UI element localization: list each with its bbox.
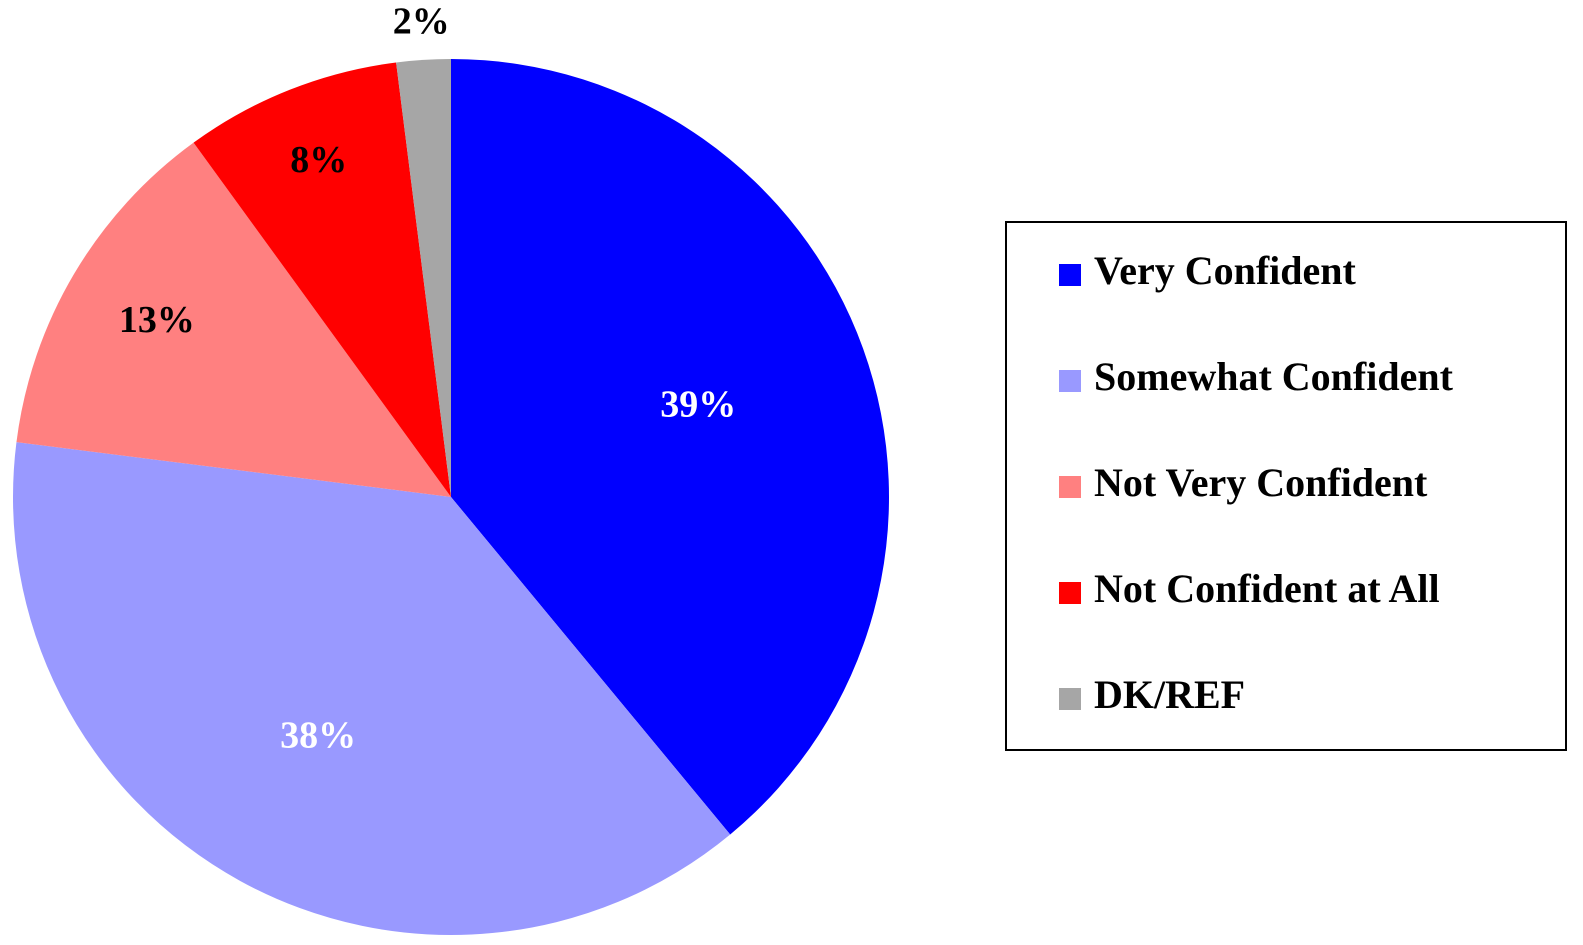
pie-slice — [193, 62, 452, 497]
legend-label: Somewhat Confident — [1094, 354, 1454, 399]
data-label: 39% — [660, 384, 736, 426]
legend-marker — [1059, 264, 1081, 286]
pie-slice — [396, 59, 451, 497]
legend-marker — [1059, 476, 1081, 498]
legend-marker — [1059, 582, 1081, 604]
legend-marker — [1059, 688, 1081, 710]
legend-box — [1005, 221, 1567, 751]
legend-label: Not Very Confident — [1094, 460, 1428, 505]
data-label: 2% — [393, 1, 450, 43]
legend-label: Very Confident — [1094, 248, 1357, 293]
data-label: 13% — [119, 299, 195, 341]
data-label: 38% — [280, 715, 356, 757]
pie-slice — [16, 142, 451, 497]
legend-label: Not Confident at All — [1094, 566, 1440, 611]
pie-slice — [13, 442, 731, 935]
pie-slice — [451, 59, 889, 835]
legend-marker — [1059, 370, 1081, 392]
data-label: 8% — [290, 139, 347, 181]
legend-label: DK/REF — [1094, 672, 1245, 717]
